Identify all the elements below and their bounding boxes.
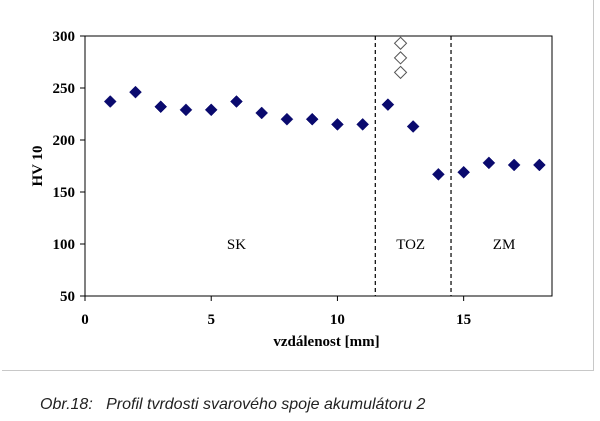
plot-area-border <box>84 35 553 297</box>
data-point <box>457 165 471 179</box>
y-tick-label: 100 <box>53 237 76 253</box>
chart-frame <box>2 0 594 371</box>
data-point <box>204 103 218 117</box>
y-tick-label: 200 <box>53 133 76 149</box>
data-point <box>432 167 445 181</box>
region-label-toz: TOZ <box>396 237 425 253</box>
data-point <box>331 118 344 131</box>
x-tick-label: 15 <box>456 312 471 328</box>
data-point-open <box>393 65 408 80</box>
data-point <box>507 158 521 172</box>
data-point <box>305 112 319 126</box>
x-tick-label: 5 <box>207 312 215 328</box>
y-tick-label: 150 <box>53 185 76 201</box>
region-label-zm: ZM <box>493 237 516 253</box>
data-point <box>482 156 496 170</box>
x-tick-label: 0 <box>81 312 89 328</box>
data-point <box>129 85 142 99</box>
y-tick-label: 50 <box>60 289 75 305</box>
data-point <box>154 100 168 114</box>
y-axis-title: HV 10 <box>30 146 46 187</box>
data-point <box>406 120 420 133</box>
data-point <box>356 118 370 131</box>
hardness-profile-chart: 50 100 150 200 250 300 0 5 10 15 vzdálenost [mm] HV… <box>30 29 553 350</box>
data-point <box>280 112 294 126</box>
region-label-sk: SK <box>227 237 246 253</box>
data-point <box>255 106 269 120</box>
data-point <box>230 95 243 108</box>
data-point <box>381 98 395 111</box>
data-point <box>103 95 117 108</box>
x-tick-label: 10 <box>330 312 345 328</box>
data-point-open <box>393 36 408 50</box>
x-axis-title: vzdálenost [mm] <box>273 334 379 350</box>
data-point-open <box>393 51 408 65</box>
data-point <box>533 158 546 172</box>
data-point <box>179 103 193 117</box>
figure-caption: Obr.18: Profil tvrdosti svarového spoje … <box>40 396 426 413</box>
y-tick-label: 250 <box>53 81 76 97</box>
y-tick-label: 300 <box>53 29 76 45</box>
